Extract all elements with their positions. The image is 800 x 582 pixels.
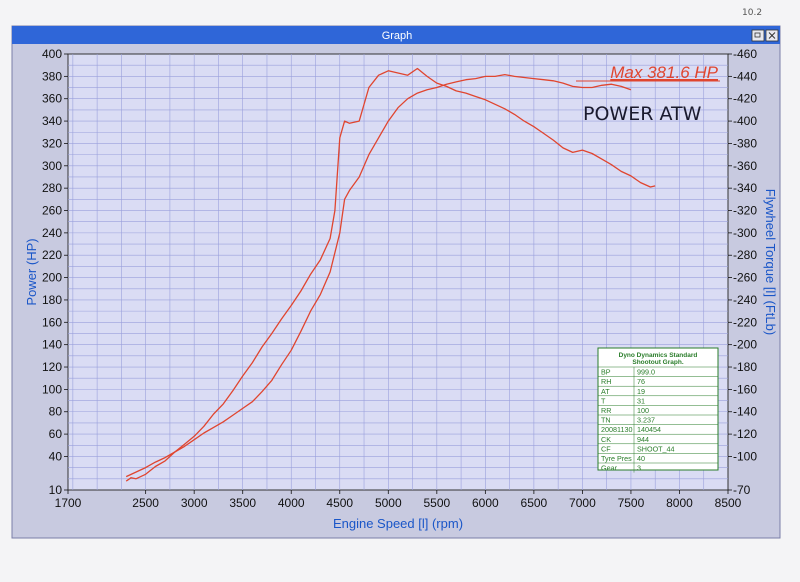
left-y-tick-label: 80 bbox=[49, 405, 63, 419]
left-y-axis-label: Power (HP) bbox=[24, 238, 39, 305]
left-y-tick-label: 140 bbox=[42, 338, 62, 352]
corner-scribble: 10.2 bbox=[742, 8, 763, 18]
info-table-key: Gear bbox=[601, 464, 618, 473]
left-y-tick-label: 260 bbox=[42, 204, 62, 218]
right-y-tick-label: -100 bbox=[733, 449, 757, 463]
right-y-tick-label: -220 bbox=[733, 315, 757, 329]
right-y-tick-label: -420 bbox=[733, 92, 757, 106]
right-y-tick-label: -380 bbox=[733, 136, 757, 150]
grid-lines bbox=[68, 54, 728, 490]
x-tick-label: 5000 bbox=[375, 496, 402, 510]
left-y-tick-label: 380 bbox=[42, 69, 62, 83]
right-y-tick-label: -460 bbox=[733, 47, 757, 61]
x-tick-label: 6500 bbox=[521, 496, 548, 510]
info-table-key: BP bbox=[601, 368, 611, 377]
right-y-tick-label: -200 bbox=[733, 338, 757, 352]
left-y-tick-label: 400 bbox=[42, 47, 62, 61]
x-tick-label: 4000 bbox=[278, 496, 305, 510]
info-table-subtitle: Shootout Graph. bbox=[632, 359, 683, 366]
left-y-tick-label: 180 bbox=[42, 293, 62, 307]
right-y-tick-label: -360 bbox=[733, 159, 757, 173]
right-y-tick-label: -260 bbox=[733, 271, 757, 285]
window-title: Graph bbox=[382, 30, 413, 42]
info-table-value: 140454 bbox=[637, 425, 661, 434]
info-table-value: 3 bbox=[637, 464, 641, 473]
right-y-tick-label: -140 bbox=[733, 405, 757, 419]
x-tick-label: 5500 bbox=[423, 496, 450, 510]
info-table-value: 40 bbox=[637, 454, 645, 463]
close-icon[interactable] bbox=[765, 29, 779, 42]
left-y-tick-label: 200 bbox=[42, 271, 62, 285]
info-table-key: CF bbox=[601, 444, 611, 453]
x-tick-label: 8500 bbox=[715, 496, 742, 510]
left-y-tick-label: 10 bbox=[49, 483, 63, 497]
info-table-value: 19 bbox=[637, 387, 645, 396]
right-y-axis-label: Flywheel Torque [l] (FtLb) bbox=[763, 189, 778, 335]
right-y-tick-labels: -70 -100 -120 -140 -160 -180 -200 -220 -240 -260 -… bbox=[728, 47, 757, 497]
right-y-tick-label: -320 bbox=[733, 204, 757, 218]
series-group bbox=[125, 67, 656, 482]
right-y-tick-label: -160 bbox=[733, 382, 757, 396]
info-table-key: T bbox=[601, 396, 606, 405]
x-tick-label: 8000 bbox=[666, 496, 693, 510]
x-tick-label: 3000 bbox=[181, 496, 208, 510]
left-y-tick-label: 360 bbox=[42, 92, 62, 106]
info-table-value: 3.237 bbox=[637, 416, 655, 425]
power-curve bbox=[125, 73, 632, 478]
right-y-tick-label: -340 bbox=[733, 181, 757, 195]
x-tick-label: 7500 bbox=[618, 496, 645, 510]
right-y-tick-label: -70 bbox=[733, 483, 751, 497]
right-y-tick-label: -120 bbox=[733, 427, 757, 441]
info-table-value: 100 bbox=[637, 406, 649, 415]
x-tick-label: 3500 bbox=[229, 496, 256, 510]
info-table-key: RR bbox=[601, 406, 611, 415]
info-table-key: CK bbox=[601, 435, 611, 444]
x-tick-labels: 1700 2500 3000 3500 4000 4500 5000 5500 6000 6500… bbox=[55, 490, 742, 510]
info-table-value: 76 bbox=[637, 377, 645, 386]
info-table-value: 999.0 bbox=[637, 368, 655, 377]
info-table-key: AT bbox=[601, 387, 610, 396]
left-y-tick-label: 160 bbox=[42, 315, 62, 329]
right-y-tick-label: -300 bbox=[733, 226, 757, 240]
right-y-tick-label: -400 bbox=[733, 114, 757, 128]
left-y-tick-label: 100 bbox=[42, 382, 62, 396]
info-table-value: 944 bbox=[637, 435, 649, 444]
x-tick-label: 7000 bbox=[569, 496, 596, 510]
left-y-tick-label: 220 bbox=[42, 248, 62, 262]
right-y-tick-label: -240 bbox=[733, 293, 757, 307]
left-y-tick-labels: 10 40 60 80 100 120 140 160 180 200 220 240 260 280 30… bbox=[42, 47, 68, 497]
left-y-tick-label: 120 bbox=[42, 360, 62, 374]
right-y-tick-label: -280 bbox=[733, 248, 757, 262]
right-y-tick-label: -180 bbox=[733, 360, 757, 374]
left-y-tick-label: 280 bbox=[42, 181, 62, 195]
right-y-tick-label: -440 bbox=[733, 69, 757, 83]
restore-icon[interactable] bbox=[751, 29, 765, 42]
title-bar bbox=[12, 26, 780, 44]
info-table-value: SHOOT_44 bbox=[637, 444, 675, 453]
info-table-key: 20081130 bbox=[601, 425, 632, 434]
info-table-key: RH bbox=[601, 377, 611, 386]
info-table-key: Tyre Pres bbox=[601, 454, 632, 463]
torque-curve bbox=[125, 67, 656, 482]
x-axis-label: Engine Speed [l] (rpm) bbox=[333, 516, 463, 531]
left-y-tick-label: 340 bbox=[42, 114, 62, 128]
left-y-tick-label: 240 bbox=[42, 226, 62, 240]
left-y-tick-label: 320 bbox=[42, 136, 62, 150]
info-table-key: TN bbox=[601, 416, 611, 425]
left-y-tick-label: 300 bbox=[42, 159, 62, 173]
info-table-value: 31 bbox=[637, 396, 645, 405]
power-atw-annotation: POWER ATW bbox=[583, 103, 702, 125]
x-tick-label: 6000 bbox=[472, 496, 499, 510]
x-tick-label: 1700 bbox=[55, 496, 82, 510]
x-tick-label: 2500 bbox=[132, 496, 159, 510]
max-power-annotation: Max 381.6 HP bbox=[610, 63, 718, 82]
dyno-info-table: Dyno Dynamics Standard Shootout Graph. B… bbox=[597, 347, 719, 473]
left-y-tick-label: 60 bbox=[49, 427, 63, 441]
info-table-title: Dyno Dynamics Standard bbox=[619, 352, 698, 359]
left-y-tick-label: 40 bbox=[49, 449, 63, 463]
x-tick-label: 4500 bbox=[326, 496, 353, 510]
